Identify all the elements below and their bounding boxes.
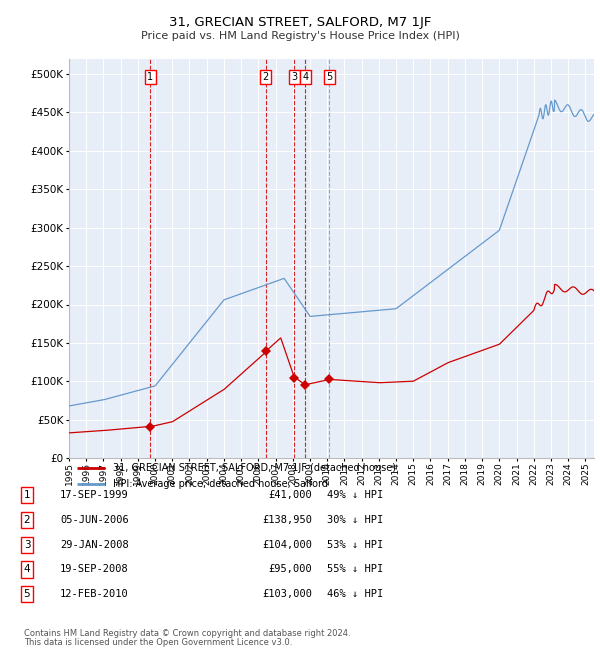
Text: 4: 4 [23, 564, 31, 575]
Text: 5: 5 [23, 589, 31, 599]
Text: This data is licensed under the Open Government Licence v3.0.: This data is licensed under the Open Gov… [24, 638, 292, 647]
Text: 12-FEB-2010: 12-FEB-2010 [60, 589, 129, 599]
Text: 31, GRECIAN STREET, SALFORD, M7 1JF (detached house): 31, GRECIAN STREET, SALFORD, M7 1JF (det… [113, 463, 396, 473]
Text: £41,000: £41,000 [268, 490, 312, 501]
Text: 05-JUN-2006: 05-JUN-2006 [60, 515, 129, 525]
Text: 30% ↓ HPI: 30% ↓ HPI [327, 515, 383, 525]
Text: £95,000: £95,000 [268, 564, 312, 575]
Text: £103,000: £103,000 [262, 589, 312, 599]
Text: 1: 1 [147, 72, 154, 82]
Text: 53% ↓ HPI: 53% ↓ HPI [327, 540, 383, 550]
Text: 29-JAN-2008: 29-JAN-2008 [60, 540, 129, 550]
Text: 5: 5 [326, 72, 332, 82]
Text: 1: 1 [23, 490, 31, 501]
Text: 49% ↓ HPI: 49% ↓ HPI [327, 490, 383, 501]
Text: 31, GRECIAN STREET, SALFORD, M7 1JF: 31, GRECIAN STREET, SALFORD, M7 1JF [169, 16, 431, 29]
Text: Contains HM Land Registry data © Crown copyright and database right 2024.: Contains HM Land Registry data © Crown c… [24, 629, 350, 638]
Text: 46% ↓ HPI: 46% ↓ HPI [327, 589, 383, 599]
Text: 19-SEP-2008: 19-SEP-2008 [60, 564, 129, 575]
Text: 3: 3 [291, 72, 297, 82]
Text: £138,950: £138,950 [262, 515, 312, 525]
Text: £104,000: £104,000 [262, 540, 312, 550]
Text: 4: 4 [302, 72, 308, 82]
Text: 55% ↓ HPI: 55% ↓ HPI [327, 564, 383, 575]
Text: 3: 3 [23, 540, 31, 550]
Text: Price paid vs. HM Land Registry's House Price Index (HPI): Price paid vs. HM Land Registry's House … [140, 31, 460, 41]
Text: 2: 2 [23, 515, 31, 525]
Text: 17-SEP-1999: 17-SEP-1999 [60, 490, 129, 501]
Text: 2: 2 [262, 72, 269, 82]
Text: HPI: Average price, detached house, Salford: HPI: Average price, detached house, Salf… [113, 479, 328, 489]
